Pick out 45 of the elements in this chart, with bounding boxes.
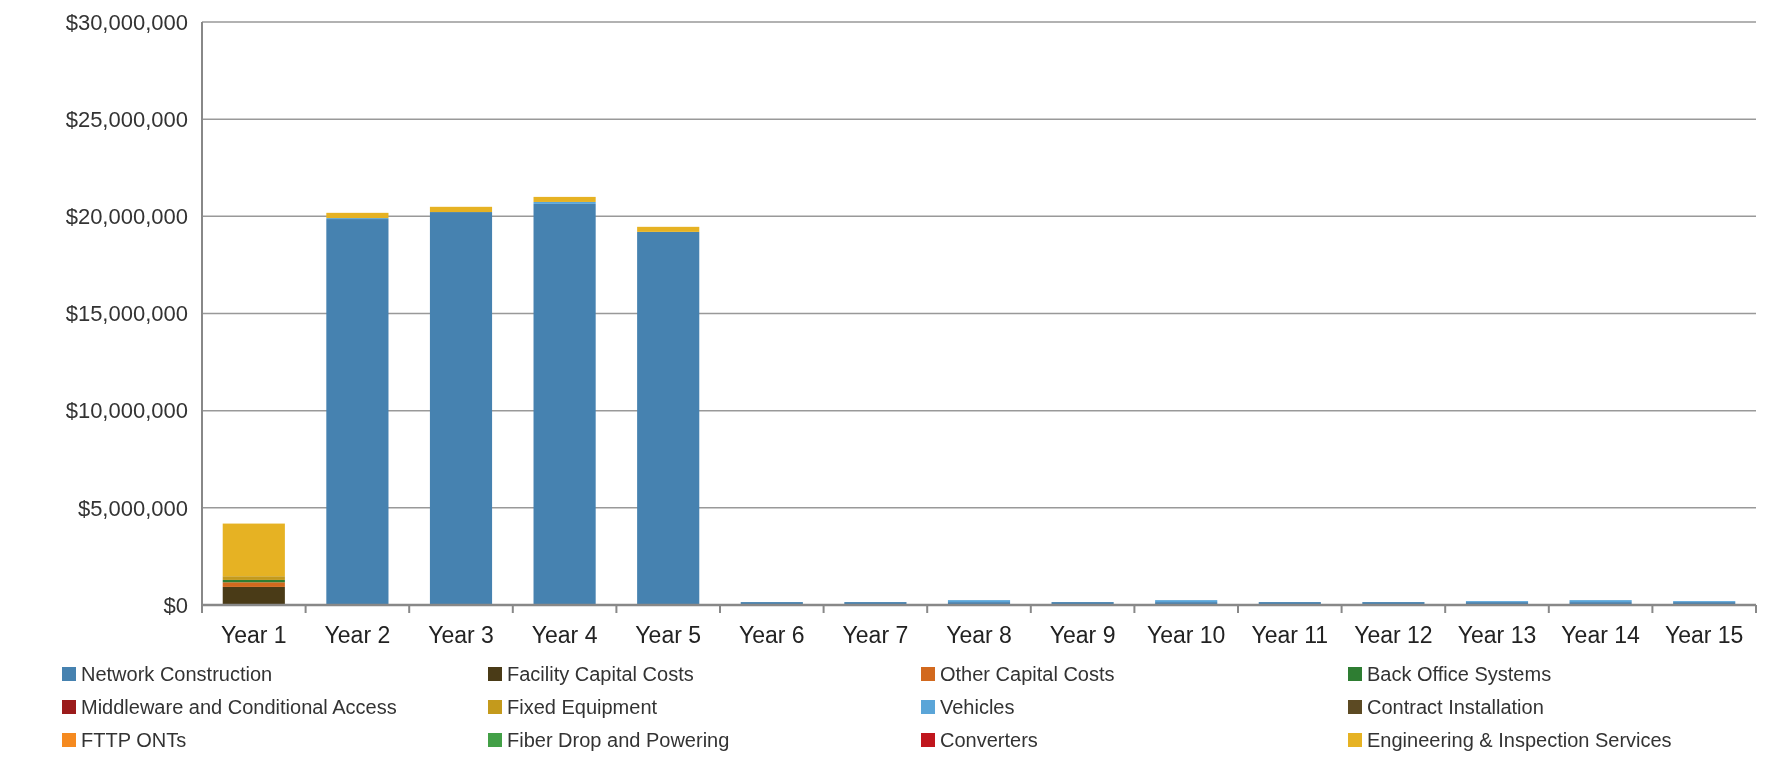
x-tick-label: Year 5 [635,622,702,648]
legend-label: Engineering & Inspection Services [1367,729,1672,751]
legend-label: Fiber Drop and Powering [507,729,730,751]
bar [222,586,285,605]
bar [637,226,700,232]
bar [429,206,493,213]
legend-label: Facility Capital Costs [507,663,694,685]
x-tick-label: Year 12 [1354,622,1433,648]
y-tick-label: $15,000,000 [65,301,188,327]
legend-label: Contract Installation [1367,696,1544,718]
x-tick-label: Year 4 [531,622,598,648]
bar [222,523,285,577]
y-tick-label: $30,000,000 [65,9,188,35]
bar [533,196,596,202]
bar [326,219,389,605]
legend-label: Converters [940,729,1038,751]
legend-label: Middleware and Conditional Access [81,696,397,718]
y-tick-label: $25,000,000 [65,106,188,132]
x-tick-label: Year 6 [738,622,805,648]
x-tick-label: Year 9 [1049,622,1116,648]
legend-label: Network Construction [81,663,273,685]
x-tick-label: Year 11 [1251,622,1329,648]
legend-label: Back Office Systems [1367,663,1552,685]
bar [533,203,596,605]
x-tick-label: Year 15 [1664,622,1744,648]
x-tick-label: Year 10 [1146,622,1226,648]
bar [637,231,700,605]
x-tick-label: Year 2 [324,622,391,648]
legend-label: Other Capital Costs [940,663,1115,685]
y-tick-label: $10,000,000 [65,398,188,424]
y-tick-label: $0 [163,592,188,618]
y-tick-label: $20,000,000 [65,204,188,230]
bar [326,212,389,219]
bar [429,212,493,605]
legend-label: FTTP ONTs [81,729,187,751]
legend-label: Fixed Equipment [507,696,658,718]
x-tick-label: Year 8 [946,622,1012,648]
legend-label: Vehicles [940,696,1015,718]
x-tick-label: Year 7 [842,622,909,648]
x-tick-label: Year 13 [1457,622,1537,648]
y-tick-label: $5,000,000 [77,495,188,521]
bar [222,582,285,587]
x-tick-label: Year 3 [428,622,494,648]
x-tick-label: Year 14 [1561,622,1641,648]
x-tick-label: Year 1 [220,622,287,648]
